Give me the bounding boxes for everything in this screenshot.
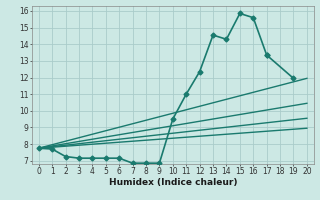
X-axis label: Humidex (Indice chaleur): Humidex (Indice chaleur) <box>108 178 237 187</box>
